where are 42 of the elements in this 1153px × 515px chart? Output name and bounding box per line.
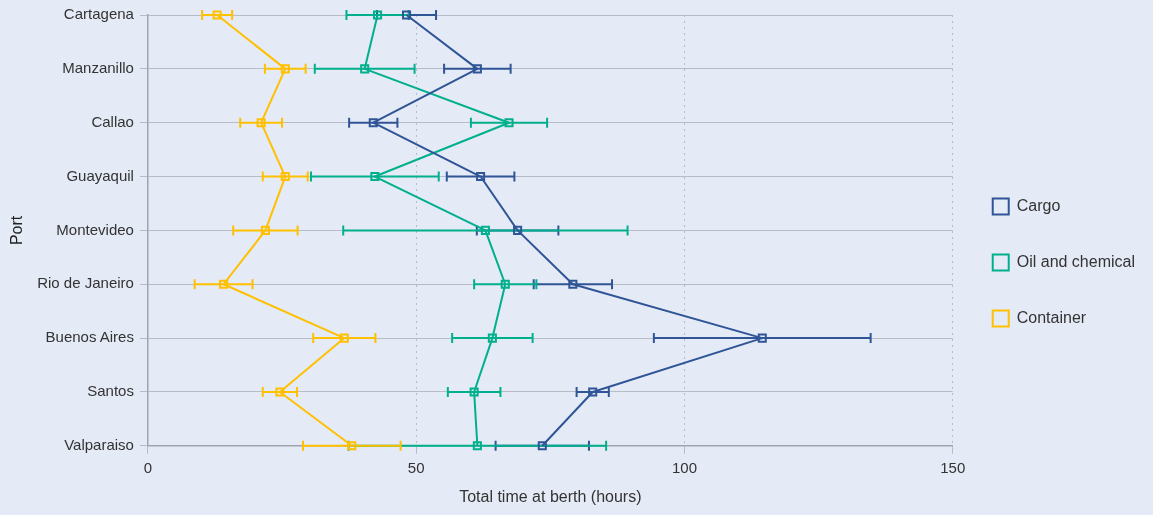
point: [469, 387, 479, 397]
point: [402, 10, 412, 20]
point: [360, 64, 370, 74]
point: [588, 387, 598, 397]
point: [219, 279, 229, 289]
point: [339, 333, 349, 343]
point: [260, 225, 270, 235]
y-axis-title: Port: [8, 215, 26, 246]
point: [212, 10, 222, 20]
point: [480, 225, 490, 235]
point: [472, 64, 482, 74]
y-tick-label: Manzanillo: [62, 58, 134, 76]
y-tick-label: Valparaiso: [64, 435, 134, 453]
y-tick-label: Santos: [87, 382, 134, 400]
point: [368, 118, 378, 128]
point: [504, 118, 514, 128]
y-tick-label: Rio de Janeiro: [37, 274, 134, 292]
point: [500, 279, 510, 289]
point: [280, 172, 290, 182]
point: [513, 225, 523, 235]
point: [370, 172, 380, 182]
x-tick-label: 100: [671, 458, 697, 476]
x-tick-label: 150: [940, 458, 966, 476]
y-tick-label: Cartagena: [63, 5, 135, 23]
point: [280, 64, 290, 74]
y-tick-label: Montevideo: [56, 220, 134, 238]
x-tick-label: 50: [407, 458, 425, 476]
point: [256, 118, 266, 128]
point: [487, 333, 497, 343]
x-axis-title: Total time at berth (hours): [459, 487, 642, 505]
legend-label: Oil and chemical: [1016, 252, 1136, 270]
y-tick-label: Buenos Aires: [45, 328, 134, 346]
legend-label: Cargo: [1016, 196, 1061, 214]
point: [373, 10, 383, 20]
x-tick-label: 0: [143, 458, 153, 476]
point: [275, 387, 285, 397]
legend-label: Container: [1016, 308, 1087, 326]
y-tick-label: Callao: [91, 112, 134, 130]
point: [476, 172, 486, 182]
point: [568, 279, 578, 289]
point: [757, 333, 767, 343]
y-tick-label: Guayaquil: [66, 166, 134, 184]
